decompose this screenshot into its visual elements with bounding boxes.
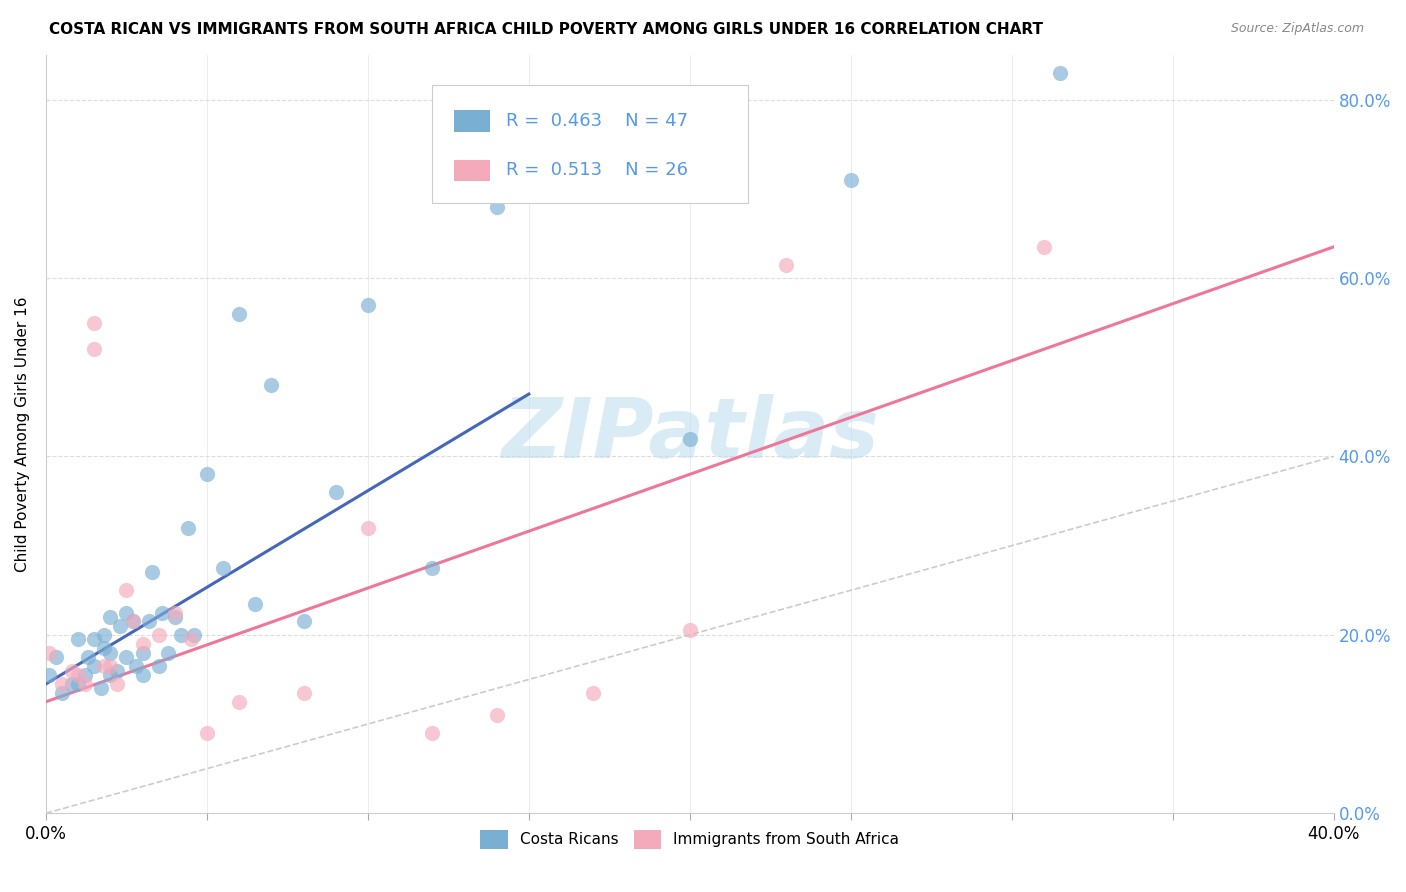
Point <box>125 659 148 673</box>
Text: COSTA RICAN VS IMMIGRANTS FROM SOUTH AFRICA CHILD POVERTY AMONG GIRLS UNDER 16 C: COSTA RICAN VS IMMIGRANTS FROM SOUTH AFR… <box>49 22 1043 37</box>
Point <box>148 628 170 642</box>
Point <box>98 659 121 673</box>
Point <box>485 708 508 723</box>
Point <box>138 615 160 629</box>
Point <box>108 619 131 633</box>
Point <box>180 632 202 647</box>
Point <box>73 668 96 682</box>
Point <box>115 650 138 665</box>
Point <box>93 641 115 656</box>
Point <box>45 650 67 665</box>
Point <box>67 632 90 647</box>
Text: R =  0.513    N = 26: R = 0.513 N = 26 <box>506 161 688 179</box>
Bar <box>454 160 491 181</box>
Point <box>582 155 605 169</box>
Point <box>38 668 60 682</box>
Point <box>325 485 347 500</box>
FancyBboxPatch shape <box>432 86 748 203</box>
Point <box>73 677 96 691</box>
Point <box>90 681 112 696</box>
Point <box>260 378 283 392</box>
Point <box>485 200 508 214</box>
Point <box>105 677 128 691</box>
Point <box>115 583 138 598</box>
Point <box>176 521 198 535</box>
Point <box>115 606 138 620</box>
Point <box>1049 66 1071 80</box>
Point <box>157 646 180 660</box>
Point <box>245 597 267 611</box>
Text: ZIPatlas: ZIPatlas <box>501 393 879 475</box>
Point <box>83 316 105 330</box>
Point <box>60 664 83 678</box>
Point <box>228 307 250 321</box>
Point <box>183 628 205 642</box>
Point <box>357 298 380 312</box>
Point <box>679 624 702 638</box>
Point <box>357 521 380 535</box>
Point <box>60 677 83 691</box>
Point <box>141 566 163 580</box>
Point <box>163 610 186 624</box>
Point <box>150 606 173 620</box>
Point <box>131 637 153 651</box>
Point <box>122 615 145 629</box>
Point <box>420 726 443 740</box>
Point <box>170 628 193 642</box>
Point <box>212 561 235 575</box>
Point <box>83 632 105 647</box>
Point <box>93 659 115 673</box>
Point <box>83 659 105 673</box>
Point <box>67 677 90 691</box>
Y-axis label: Child Poverty Among Girls Under 16: Child Poverty Among Girls Under 16 <box>15 296 30 572</box>
Point <box>292 615 315 629</box>
Legend: Costa Ricans, Immigrants from South Africa: Costa Ricans, Immigrants from South Afri… <box>474 824 905 855</box>
Point <box>420 561 443 575</box>
Point <box>839 173 862 187</box>
Bar <box>454 111 491 132</box>
Point <box>228 695 250 709</box>
Point <box>292 686 315 700</box>
Point <box>195 467 218 482</box>
Point <box>67 668 90 682</box>
Point <box>195 726 218 740</box>
Point <box>98 646 121 660</box>
Point <box>98 610 121 624</box>
Point <box>163 606 186 620</box>
Point <box>76 650 98 665</box>
Point <box>148 659 170 673</box>
Point <box>775 258 797 272</box>
Text: R =  0.463    N = 47: R = 0.463 N = 47 <box>506 112 688 130</box>
Point <box>98 668 121 682</box>
Point <box>51 677 73 691</box>
Point <box>51 686 73 700</box>
Point <box>83 343 105 357</box>
Text: Source: ZipAtlas.com: Source: ZipAtlas.com <box>1230 22 1364 36</box>
Point <box>38 646 60 660</box>
Point <box>679 432 702 446</box>
Point <box>582 686 605 700</box>
Point <box>131 646 153 660</box>
Point <box>93 628 115 642</box>
Point <box>122 615 145 629</box>
Point <box>105 664 128 678</box>
Point <box>1032 240 1054 254</box>
Point <box>131 668 153 682</box>
